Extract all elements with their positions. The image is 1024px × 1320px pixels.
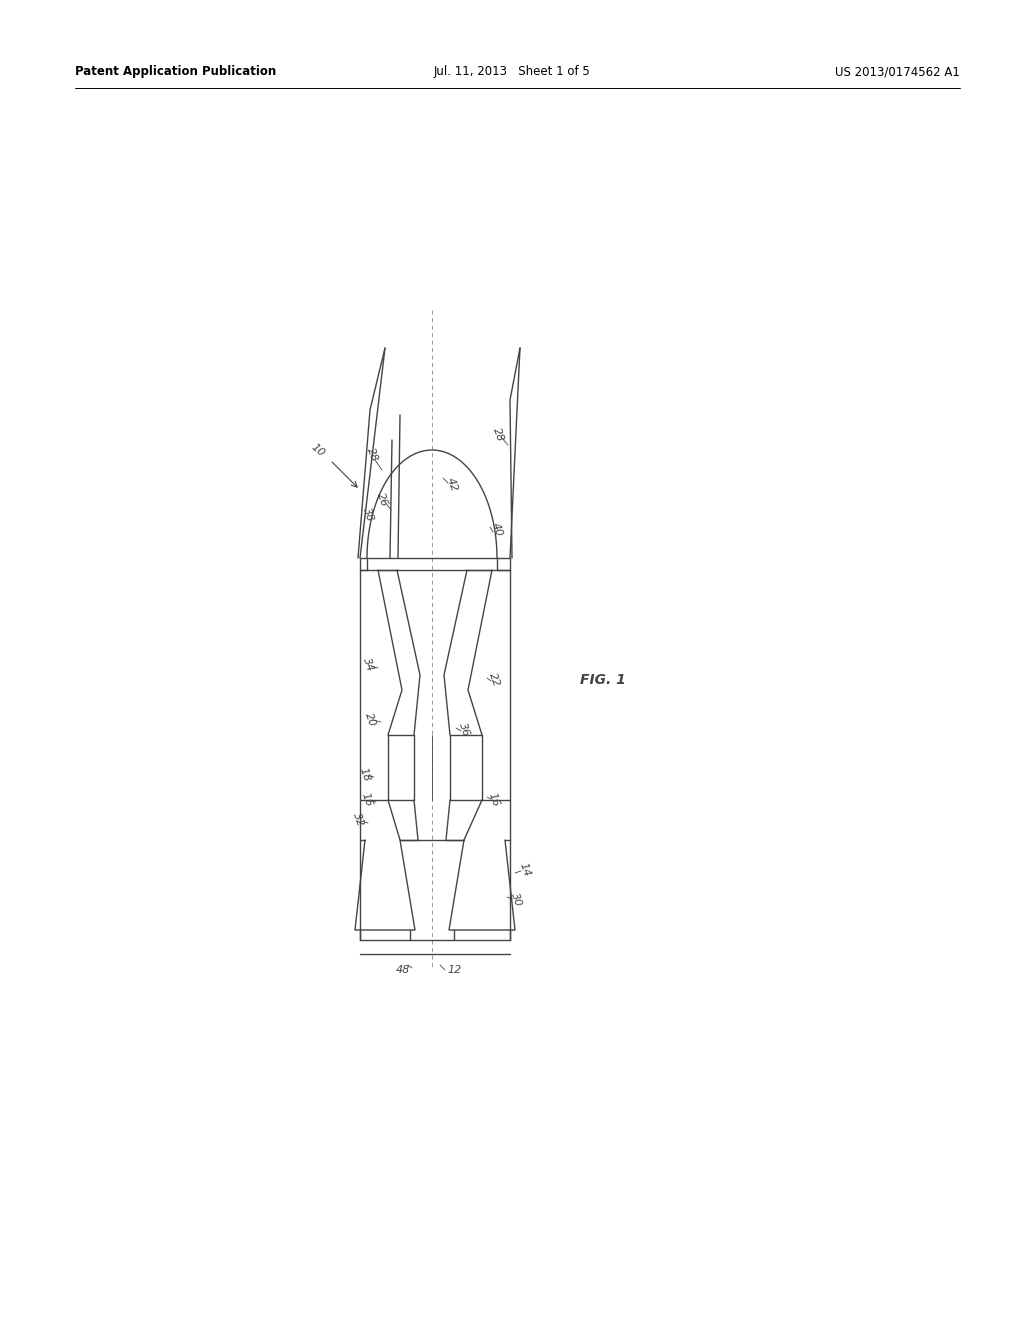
Text: 32: 32 [351,812,366,829]
Text: 26: 26 [375,491,389,508]
Text: 12: 12 [447,965,462,975]
Text: 14: 14 [518,862,532,878]
Text: 38: 38 [360,507,375,524]
Text: 42: 42 [444,477,459,494]
Text: FIG. 1: FIG. 1 [580,673,626,686]
Text: 18: 18 [357,767,372,783]
Text: 28: 28 [490,426,505,444]
Text: 40: 40 [489,521,504,539]
Text: 10: 10 [309,442,327,458]
Text: 16: 16 [486,792,501,808]
Text: 16: 16 [359,792,374,808]
Text: 34: 34 [360,656,375,673]
Text: 30: 30 [509,891,523,908]
Text: 28: 28 [365,446,379,463]
Text: 20: 20 [362,711,377,729]
Text: Jul. 11, 2013   Sheet 1 of 5: Jul. 11, 2013 Sheet 1 of 5 [433,66,591,78]
Text: 22: 22 [486,672,501,689]
Text: Patent Application Publication: Patent Application Publication [75,66,276,78]
Text: 48: 48 [396,965,411,975]
Text: 36: 36 [457,722,471,738]
Text: US 2013/0174562 A1: US 2013/0174562 A1 [836,66,961,78]
